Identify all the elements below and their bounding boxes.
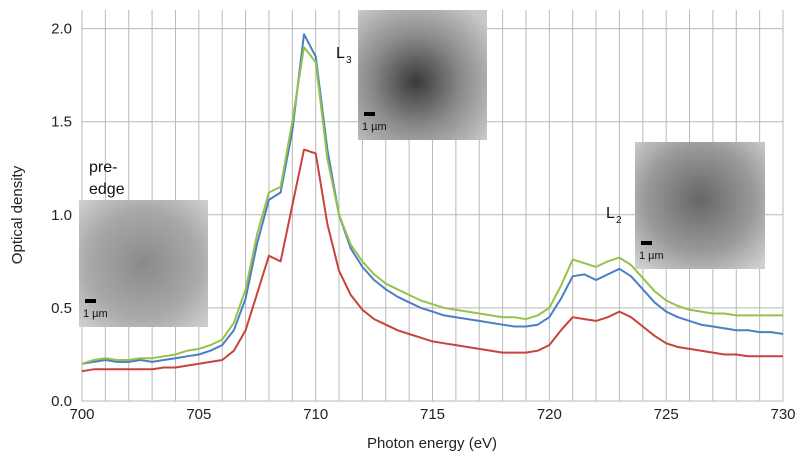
series-line: [81, 46, 783, 365]
annotation: pre-: [89, 159, 117, 176]
y-tick-label: 2.0: [51, 21, 72, 38]
x-tick-label: 730: [770, 406, 795, 423]
series-line: [81, 33, 784, 365]
scale-label: 1 µm: [639, 250, 664, 262]
scale-bar: [641, 241, 652, 245]
scale-bar: [364, 112, 375, 116]
inset-image: [79, 200, 208, 327]
x-tick-label: 705: [186, 406, 211, 423]
scale-label: 1 µm: [362, 121, 387, 133]
inset-image: [358, 10, 487, 140]
y-tick-label: 1.5: [51, 114, 72, 131]
annotation-sub: 3: [346, 55, 352, 66]
x-tick-label: 725: [654, 406, 679, 423]
x-tick-label: 715: [420, 406, 445, 423]
annotation-sub: 2: [616, 215, 622, 226]
y-tick-label: 0.0: [51, 393, 72, 410]
y-tick-label: 0.5: [51, 300, 72, 317]
x-tick-label: 720: [537, 406, 562, 423]
y-axis-label: Optical density: [9, 165, 26, 264]
series-line: [81, 148, 783, 373]
annotation: L: [606, 205, 615, 222]
x-tick-label: 710: [303, 406, 328, 423]
scale-label: 1 µm: [83, 308, 108, 320]
y-tick-label: 1.0: [51, 207, 72, 224]
scale-bar: [85, 299, 96, 303]
x-axis-label: Photon energy (eV): [367, 435, 497, 452]
annotation: L: [336, 45, 345, 62]
inset-image: [635, 142, 765, 269]
x-tick-label: 700: [69, 406, 94, 423]
annotation: edge: [89, 181, 125, 198]
